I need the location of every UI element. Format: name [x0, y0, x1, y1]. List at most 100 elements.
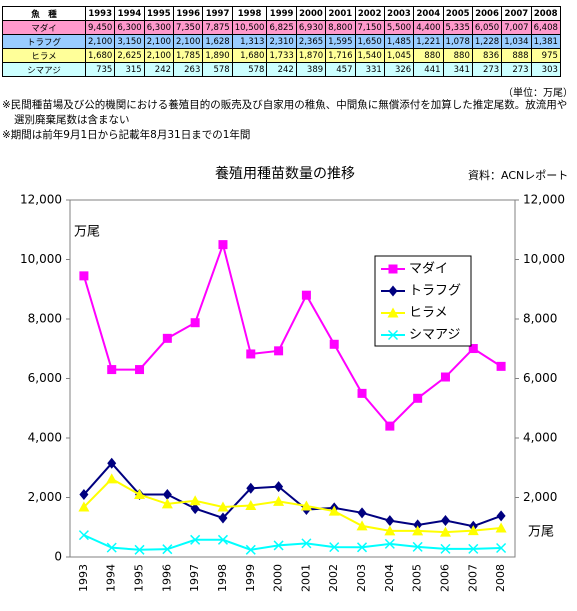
point	[495, 522, 507, 533]
y2-tick-label: 12,000	[523, 193, 565, 207]
x-tick-label: 2007	[466, 564, 479, 592]
x-tick-label: 1997	[188, 564, 201, 592]
point	[301, 538, 312, 549]
point	[190, 534, 201, 545]
legend-marker	[387, 329, 399, 341]
cell: 303	[530, 62, 561, 77]
point	[440, 543, 451, 554]
point	[218, 240, 228, 250]
point	[385, 421, 395, 431]
point	[246, 482, 256, 494]
point	[78, 530, 89, 541]
x-tick-label: 1998	[216, 564, 229, 592]
point	[357, 507, 367, 519]
x-tick-label: 1993	[77, 564, 90, 592]
point	[217, 501, 229, 512]
point	[107, 365, 117, 375]
point	[106, 473, 118, 484]
y2-tick-label: 6,000	[523, 371, 557, 385]
point	[79, 271, 89, 281]
x-tick-label: 2005	[411, 564, 424, 592]
header-row: 魚 種 1993 1994 1995 1996 1997 1998 1999 2000 2001 2…	[2, 6, 561, 21]
y2-tick-label: 8,000	[523, 312, 557, 326]
table-row: シマアジ 735 315 242 263 578 578 242 389 457 331 326 441…	[2, 62, 561, 77]
cell: 735	[84, 62, 116, 77]
legend-label: シマアジ	[409, 328, 460, 343]
point	[300, 500, 312, 511]
cell: 242	[143, 62, 175, 77]
y2-tick-label: 2,000	[523, 490, 557, 504]
x-tick-label: 2008	[494, 564, 507, 592]
point	[246, 349, 256, 359]
legend-marker	[387, 307, 399, 318]
point	[328, 505, 340, 516]
series-line	[83, 534, 502, 551]
point	[440, 514, 450, 526]
legend-marker	[388, 285, 398, 297]
x-tick-label: 1995	[133, 564, 146, 592]
point	[189, 495, 201, 506]
table-row: マダイ 9,450 6,300 6,300 7,350 7,875 10,500 6,825 6…	[2, 20, 561, 35]
y-tick-label: 2,000	[28, 490, 62, 504]
cell: 326	[383, 62, 415, 77]
chart-title: 養殖用種苗数量の推移	[215, 165, 355, 182]
x-tick-label: 2000	[272, 564, 285, 592]
point	[134, 489, 146, 500]
note: ※民間種苗場及び公的機関における養殖目的の販売及び自家用の稚魚、中間魚に無償添付…	[2, 99, 568, 126]
point	[162, 333, 172, 343]
source: 資料：ACNレポート	[468, 168, 568, 182]
x-tick-label: 1999	[244, 564, 257, 592]
legend-label: トラフグ	[409, 284, 461, 299]
y-tick-label: 10,000	[20, 252, 62, 266]
cell: 457	[325, 62, 356, 77]
y-tick-label: 6,000	[28, 371, 62, 385]
y-tick-label: 0	[54, 550, 62, 564]
y-tick-label: 8,000	[28, 312, 62, 326]
note: ※期間は前年9月1日から記載年8月31日までの1年間	[2, 129, 251, 141]
point	[496, 542, 507, 554]
point	[413, 393, 423, 403]
point	[273, 540, 284, 551]
cell: 263	[173, 62, 204, 77]
point	[413, 519, 423, 531]
series-line	[83, 477, 502, 534]
point	[329, 542, 340, 553]
legend-marker	[388, 264, 398, 274]
point	[190, 503, 200, 515]
point	[79, 489, 89, 501]
point	[107, 457, 117, 469]
data-table: 魚 種 1993 1994 1995 1996 1997 1998 1999 2000 2001 2…	[2, 6, 561, 77]
point	[134, 544, 145, 555]
point	[78, 501, 90, 512]
point	[439, 526, 451, 537]
y2-tick-label: 10,000	[523, 252, 565, 266]
point	[356, 520, 368, 531]
cell: 273	[501, 62, 532, 77]
x-tick-label: 2004	[383, 564, 396, 592]
point	[274, 346, 284, 356]
point	[301, 290, 311, 300]
y2-tick-label: 4,000	[523, 431, 557, 445]
point	[106, 542, 117, 553]
point	[329, 339, 339, 349]
legend-label: ヒラメ	[409, 306, 448, 321]
x-tick-label: 2002	[327, 564, 340, 592]
legend-label: マダイ	[409, 262, 448, 277]
x-tick-label: 2001	[299, 564, 312, 592]
point	[135, 365, 145, 375]
cell: 441	[413, 62, 444, 77]
point	[357, 542, 368, 553]
point	[190, 318, 200, 328]
point	[468, 344, 478, 354]
point	[245, 499, 257, 510]
point	[496, 361, 506, 371]
point	[384, 525, 396, 536]
x-tick-label: 1996	[160, 564, 173, 592]
point	[496, 510, 506, 522]
series-line	[83, 461, 502, 528]
row-label: シマアジ	[2, 62, 86, 77]
point	[274, 481, 284, 493]
series-line	[82, 241, 502, 428]
unit-note: （単位：万尾）	[503, 88, 573, 99]
